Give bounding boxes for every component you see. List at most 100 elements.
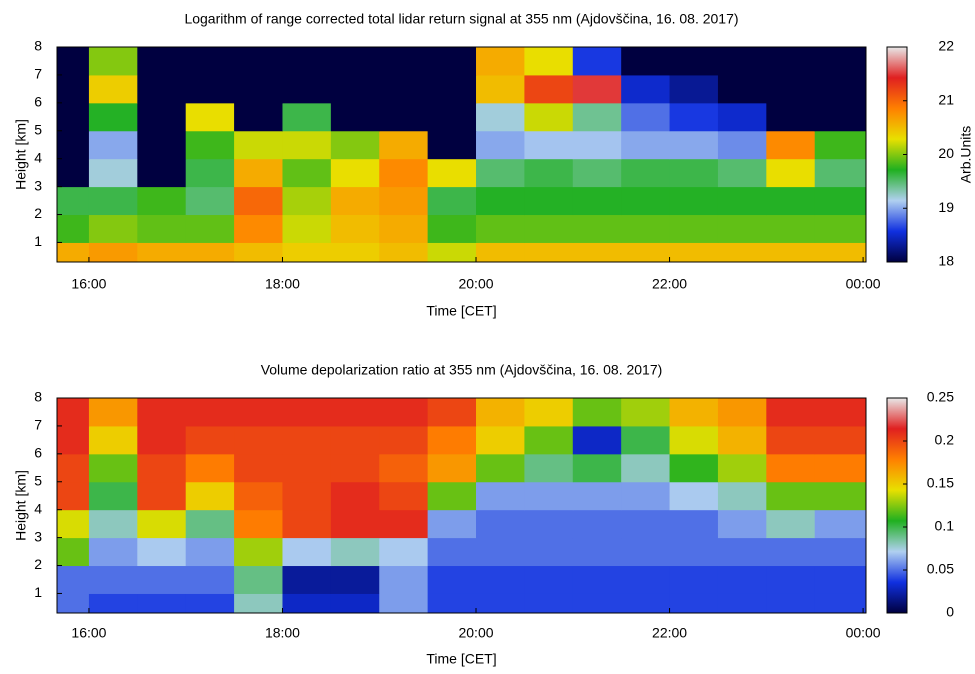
heat-cell [476, 74, 525, 104]
heat-cell [57, 398, 90, 427]
heat-cell [524, 593, 574, 613]
heat-cell [57, 425, 90, 455]
heat-cell [57, 74, 90, 104]
heat-cell [717, 481, 767, 511]
heat-cell [766, 102, 816, 132]
heat-cell [330, 398, 380, 427]
heat-cell [814, 47, 866, 76]
y-tick-label: 1 [34, 584, 42, 600]
heat-cell [572, 47, 622, 76]
heat-cell [282, 102, 332, 132]
heat-cell [427, 186, 477, 216]
heat-cell [137, 398, 187, 427]
heat-cell [185, 537, 235, 567]
y-tick-label: 3 [34, 177, 42, 193]
heat-cell [476, 130, 525, 160]
heat-cell [669, 47, 719, 76]
heat-cell [234, 47, 283, 76]
heat-cell [621, 102, 671, 132]
heat-cell [766, 481, 816, 511]
heat-cell [476, 537, 525, 567]
heat-cell [814, 453, 866, 483]
heat-cell [669, 102, 719, 132]
y-tick-label: 2 [34, 205, 42, 221]
colorbar [886, 397, 908, 614]
heat-cell [330, 242, 380, 262]
heat-cell [137, 214, 187, 243]
heat-cell [234, 130, 283, 160]
heat-cell [282, 537, 332, 567]
x-tick-label: 22:00 [652, 625, 687, 641]
heat-cell [814, 509, 866, 539]
heat-cell [234, 186, 283, 216]
x-tick-label: 00:00 [846, 625, 881, 641]
heat-cell [234, 74, 283, 104]
y-tick-label: 2 [34, 556, 42, 572]
heat-cell [621, 565, 671, 594]
heat-cell [717, 214, 767, 243]
heat-cell [766, 398, 816, 427]
heat-cell [379, 242, 429, 262]
y-tick-label: 4 [34, 149, 42, 165]
heat-cell [766, 130, 816, 160]
heat-cell [717, 130, 767, 160]
heat-cell [185, 130, 235, 160]
heat-cell [88, 242, 138, 262]
heat-cell [766, 186, 816, 216]
heat-cell [282, 398, 332, 427]
y-tick-label: 7 [34, 66, 42, 82]
heat-cell [476, 425, 525, 455]
colorbar-tick-label: 20 [938, 145, 954, 161]
heat-cell [669, 74, 719, 104]
heat-cell [717, 74, 767, 104]
heat-cell [57, 593, 90, 613]
heat-cell [330, 537, 380, 567]
heat-cell [572, 242, 622, 262]
heat-cell [57, 158, 90, 188]
heat-cell [427, 537, 477, 567]
heat-cell [476, 102, 525, 132]
heat-cell [137, 47, 187, 76]
heat-cell [57, 481, 90, 511]
heat-cell [88, 47, 138, 76]
heat-cell [524, 537, 574, 567]
heat-cell [137, 158, 187, 188]
heat-cell [427, 509, 477, 539]
heat-cell [427, 242, 477, 262]
heat-cell [572, 74, 622, 104]
heat-cell [57, 130, 90, 160]
x-tick-label: 00:00 [846, 276, 881, 292]
heat-cell [476, 509, 525, 539]
heat-cell [766, 509, 816, 539]
heat-cell [282, 186, 332, 216]
heat-cell [137, 509, 187, 539]
heat-cell [57, 453, 90, 483]
heat-cell [57, 186, 90, 216]
heat-cell [621, 186, 671, 216]
heat-cell [57, 537, 90, 567]
heat-cell [57, 565, 90, 594]
heat-cell [717, 593, 767, 613]
heat-cell [427, 481, 477, 511]
heat-cell [330, 158, 380, 188]
heat-cell [814, 102, 866, 132]
heat-cell [669, 130, 719, 160]
heat-cell [524, 398, 574, 427]
heat-cell [669, 186, 719, 216]
heat-cell [57, 509, 90, 539]
heat-cell [330, 186, 380, 216]
heat-cell [330, 102, 380, 132]
colorbar-label: Arb.Units [958, 126, 974, 184]
heat-cell [572, 186, 622, 216]
heat-cell [621, 481, 671, 511]
heat-cell [814, 593, 866, 613]
heat-cell [185, 593, 235, 613]
heat-cell [185, 214, 235, 243]
heat-cell [57, 214, 90, 243]
heat-cell [717, 453, 767, 483]
heat-cell [330, 509, 380, 539]
heat-cell [476, 593, 525, 613]
heat-cell [717, 47, 767, 76]
heat-cell [57, 242, 90, 262]
heat-cell [669, 214, 719, 243]
